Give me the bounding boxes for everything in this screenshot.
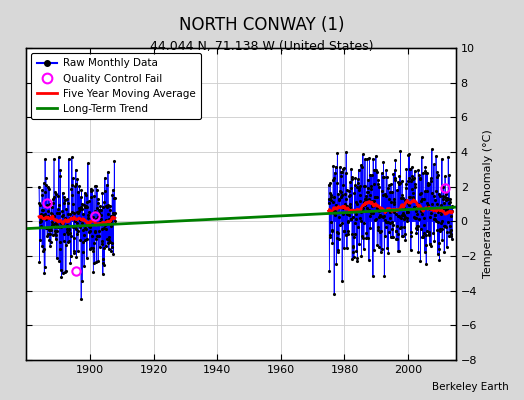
Text: NORTH CONWAY (1): NORTH CONWAY (1) <box>179 16 345 34</box>
Text: 44.044 N, 71.138 W (United States): 44.044 N, 71.138 W (United States) <box>150 40 374 53</box>
Text: Berkeley Earth: Berkeley Earth <box>432 382 508 392</box>
Legend: Raw Monthly Data, Quality Control Fail, Five Year Moving Average, Long-Term Tren: Raw Monthly Data, Quality Control Fail, … <box>31 53 201 119</box>
Y-axis label: Temperature Anomaly (°C): Temperature Anomaly (°C) <box>483 130 493 278</box>
